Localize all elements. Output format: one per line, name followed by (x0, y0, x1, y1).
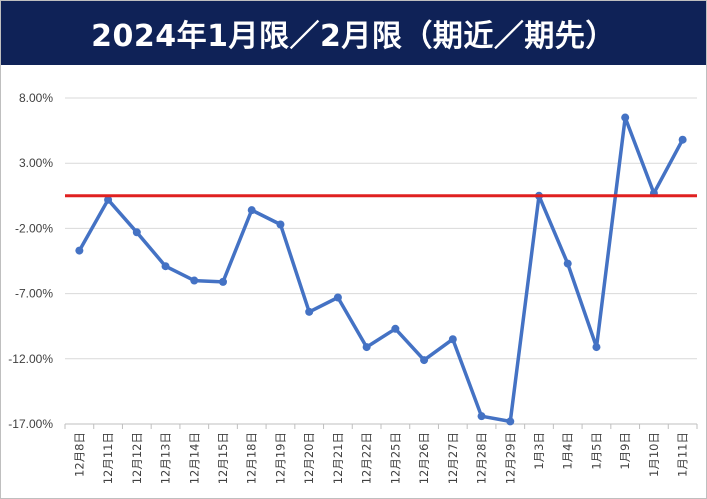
x-tick-label: 1月5日 (589, 432, 603, 470)
x-tick-label: 12月19日 (273, 432, 287, 484)
x-tick-label: 12月22日 (360, 432, 374, 484)
data-point (75, 246, 84, 255)
x-tick-label: 12月12日 (130, 432, 144, 484)
x-tick-label: 12月11日 (101, 432, 115, 484)
data-point (448, 335, 457, 344)
data-point (132, 228, 141, 237)
y-tick-label: -12.00% (8, 352, 53, 366)
x-tick-label: 12月25日 (388, 432, 402, 484)
data-point (247, 206, 256, 215)
chart-title: 2024年1月限／2月限（期近／期先） (91, 19, 616, 54)
x-tick-label: 12月15日 (216, 432, 230, 484)
data-point (391, 324, 400, 333)
data-point (219, 277, 227, 286)
y-tick-label: -7.00% (15, 287, 53, 301)
x-tick-label: 12月13日 (159, 432, 173, 484)
x-tick-label: 12月29日 (503, 432, 517, 484)
x-tick-label: 12月20日 (302, 432, 316, 484)
x-tick-label: 12月28日 (475, 432, 489, 484)
y-tick-label: 3.00% (19, 156, 53, 170)
data-point (477, 412, 486, 421)
x-tick-label: 1月9日 (618, 432, 632, 470)
title-banner: 2024年1月限／2月限（期近／期先） (1, 1, 706, 65)
data-point (678, 135, 687, 144)
data-point (362, 343, 371, 352)
x-tick-label: 12月27日 (446, 432, 460, 484)
data-point (104, 195, 113, 204)
data-point (563, 259, 572, 268)
x-tick-label: 12月8日 (72, 432, 86, 477)
x-tick-label: 1月10日 (647, 432, 661, 477)
data-point (420, 356, 429, 365)
data-point (276, 220, 285, 229)
series-line (77, 115, 685, 424)
data-point (305, 307, 314, 316)
y-tick-label: -2.00% (15, 221, 53, 235)
data-point (621, 113, 630, 122)
data-point (161, 262, 170, 271)
x-tick-label: 12月18日 (245, 432, 259, 484)
y-tick-label: -17.00% (8, 417, 53, 431)
x-tick-label: 1月4日 (561, 432, 575, 470)
x-tick-label: 12月14日 (187, 432, 201, 484)
x-tick-label: 1月3日 (532, 432, 546, 470)
data-point (592, 343, 601, 352)
y-tick-label: 8.00% (19, 91, 53, 105)
data-point (333, 293, 342, 302)
data-point (506, 417, 515, 426)
data-point (190, 276, 199, 285)
x-tick-label: 1月11日 (676, 432, 690, 477)
x-tick-label: 12月26日 (417, 432, 431, 484)
x-tick-label: 12月21日 (331, 432, 345, 484)
